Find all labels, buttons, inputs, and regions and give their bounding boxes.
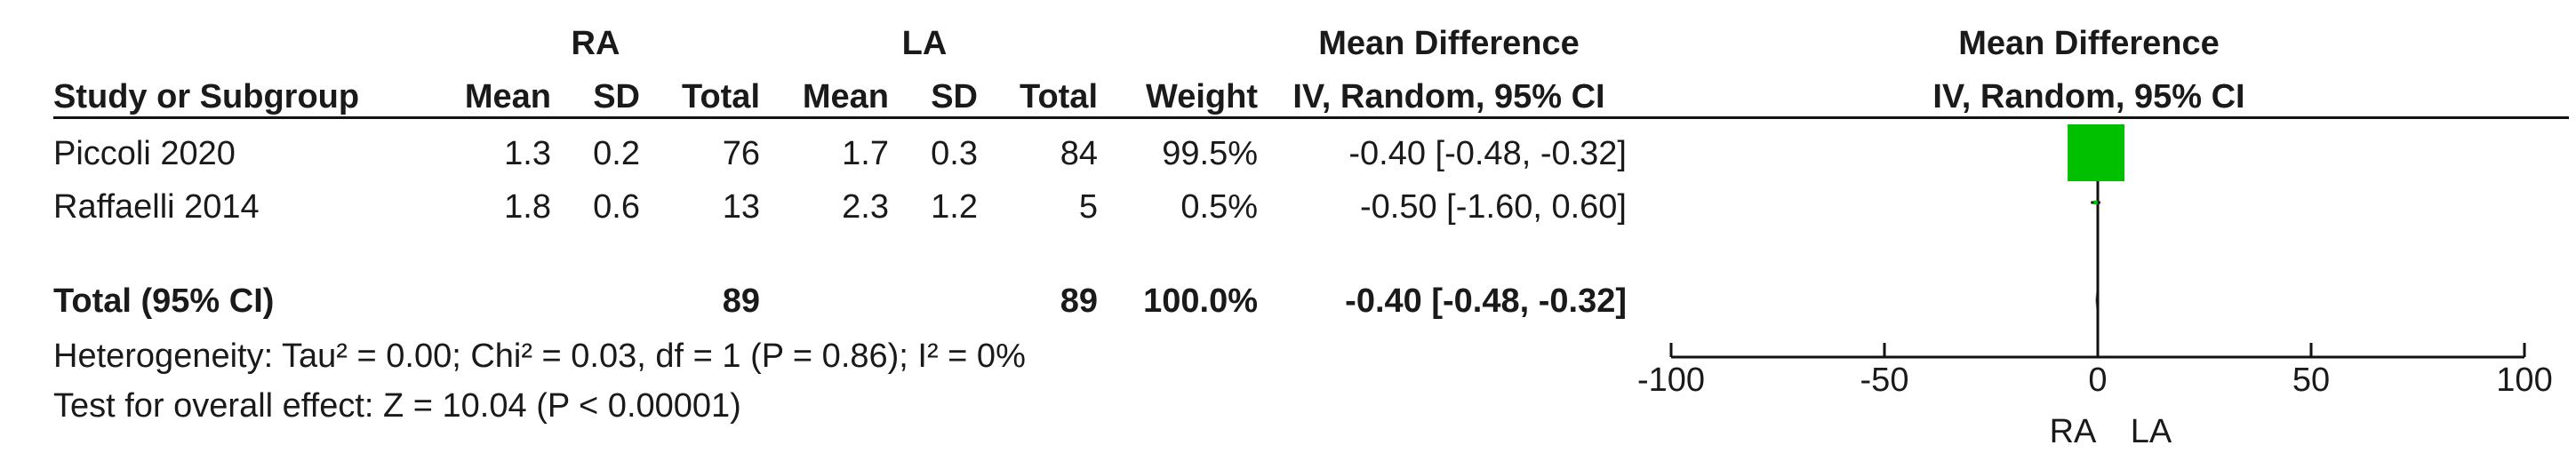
pooled-diamond bbox=[2095, 291, 2097, 309]
sd1-header: SD bbox=[593, 78, 640, 115]
total-total2: 89 bbox=[1060, 282, 1098, 320]
study-total2: 5 bbox=[1078, 188, 1098, 226]
overall-effect-text: Test for overall effect: Z = 10.04 (P < … bbox=[53, 387, 741, 425]
md-header-sub: IV, Random, 95% CI bbox=[1292, 78, 1605, 115]
x-tick-label: 50 bbox=[2292, 362, 2330, 399]
group2-header: LA bbox=[901, 25, 948, 62]
x-tick-label: 100 bbox=[2496, 362, 2552, 399]
study-sd1: 0.2 bbox=[593, 135, 640, 172]
study-total1: 76 bbox=[722, 135, 760, 172]
sd2-header: SD bbox=[931, 78, 978, 115]
x-tick-label: -50 bbox=[1860, 362, 1909, 399]
study-total2: 84 bbox=[1060, 135, 1098, 172]
study-name: Piccoli 2020 bbox=[53, 135, 236, 172]
x-tick-label: 0 bbox=[2088, 362, 2107, 399]
heterogeneity-text: Heterogeneity: Tau² = 0.00; Chi² = 0.03,… bbox=[53, 338, 1026, 375]
plot-header-title: Mean Difference bbox=[1958, 25, 2220, 62]
study-weight: 0.5% bbox=[1180, 188, 1258, 226]
study-sd2: 0.3 bbox=[931, 135, 978, 172]
study-mean1: 1.8 bbox=[504, 188, 551, 226]
favours-right-label: LA bbox=[2131, 413, 2172, 450]
study-mean2: 2.3 bbox=[842, 188, 889, 226]
study-ci: -0.50 [-1.60, 0.60] bbox=[1360, 188, 1627, 226]
study-marker bbox=[2093, 200, 2098, 205]
study-marker bbox=[2068, 124, 2125, 181]
x-tick-label: -100 bbox=[1637, 362, 1705, 399]
plot-header-sub: IV, Random, 95% CI bbox=[1932, 78, 2245, 115]
total-ci: -0.40 [-0.48, -0.32] bbox=[1345, 282, 1627, 320]
md-header-title: Mean Difference bbox=[1318, 25, 1580, 62]
mean1-header: Mean bbox=[464, 78, 551, 115]
study-name: Raffaelli 2014 bbox=[53, 188, 260, 226]
study-mean2: 1.7 bbox=[842, 135, 889, 172]
study-total1: 13 bbox=[722, 188, 760, 226]
header-divider bbox=[53, 116, 2569, 119]
study-sd1: 0.6 bbox=[593, 188, 640, 226]
total-label: Total (95% CI) bbox=[53, 282, 275, 320]
study-mean1: 1.3 bbox=[504, 135, 551, 172]
favours-left-label: RA bbox=[2050, 413, 2097, 450]
weight-header: Weight bbox=[1146, 78, 1258, 115]
study-ci: -0.40 [-0.48, -0.32] bbox=[1348, 135, 1627, 172]
mean2-header: Mean bbox=[802, 78, 889, 115]
total-total1: 89 bbox=[722, 282, 760, 320]
group1-header: RA bbox=[571, 25, 620, 62]
total1-header: Total bbox=[682, 78, 760, 115]
total-weight: 100.0% bbox=[1143, 282, 1258, 320]
study-sd2: 1.2 bbox=[931, 188, 978, 226]
total2-header: Total bbox=[1020, 78, 1098, 115]
study-column-header: Study or Subgroup bbox=[53, 78, 360, 115]
study-weight: 99.5% bbox=[1162, 135, 1258, 172]
